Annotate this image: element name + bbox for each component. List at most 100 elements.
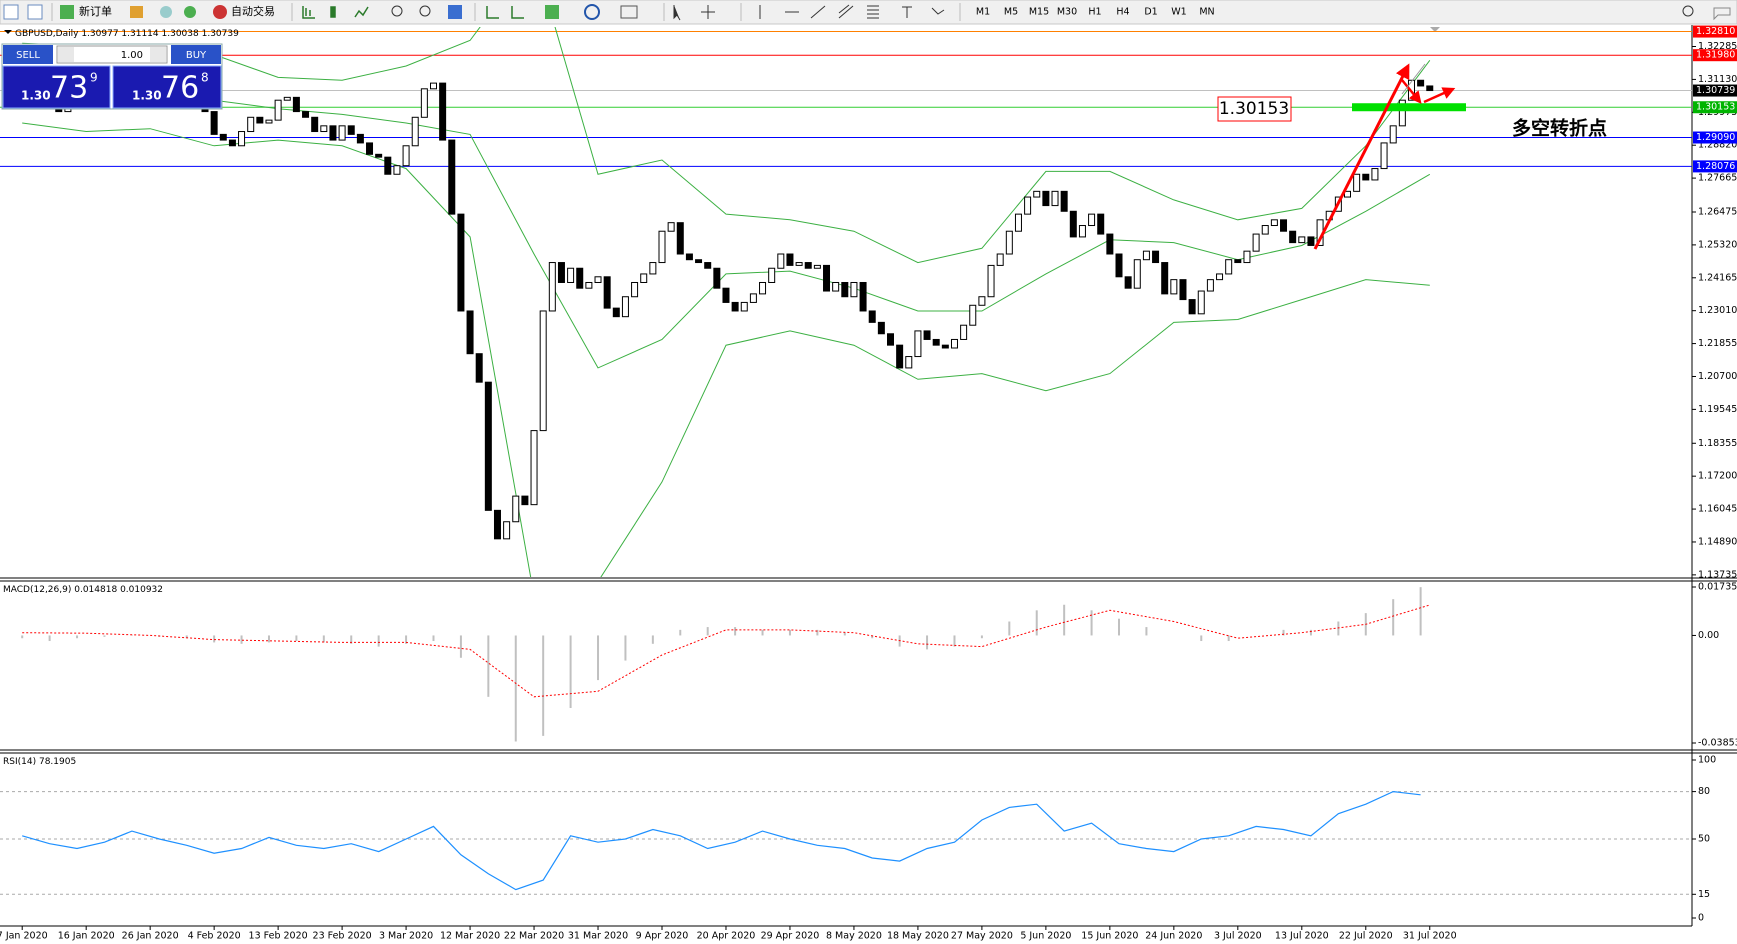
candle bbox=[685, 253, 693, 261]
candle bbox=[1216, 273, 1224, 281]
candle bbox=[1389, 125, 1397, 144]
new-order-icon[interactable] bbox=[60, 5, 74, 19]
buy-label[interactable]: BUY bbox=[186, 50, 207, 61]
rsi-title: RSI(14) bbox=[3, 757, 36, 767]
candle bbox=[1088, 213, 1096, 227]
date-label: 3 Jul 2020 bbox=[1214, 931, 1262, 942]
fibo-icon[interactable] bbox=[867, 5, 879, 19]
periods-icon[interactable] bbox=[584, 4, 600, 20]
candle bbox=[859, 281, 867, 312]
price-label: 1.21855 bbox=[1698, 338, 1737, 349]
date-label: 5 Jun 2020 bbox=[1020, 931, 1071, 942]
date-label: 29 Apr 2020 bbox=[761, 931, 820, 942]
close: 1.30739 bbox=[202, 29, 239, 39]
icon[interactable] bbox=[160, 6, 172, 18]
timeframe[interactable]: H1 bbox=[1088, 7, 1101, 18]
price-label: 1.26475 bbox=[1698, 206, 1737, 217]
sell-fraction[interactable]: 9 bbox=[90, 71, 98, 85]
candle bbox=[356, 133, 364, 144]
candle bbox=[978, 296, 986, 306]
candle bbox=[557, 262, 565, 283]
candle bbox=[941, 344, 949, 349]
timeframe[interactable]: M30 bbox=[1057, 7, 1077, 18]
cursor-icon[interactable] bbox=[673, 5, 681, 21]
sell-prefix[interactable]: 1.30 bbox=[21, 89, 51, 103]
lot-field[interactable] bbox=[56, 45, 168, 64]
rsi-header: RSI(14) 78.1905 bbox=[3, 757, 76, 767]
auto-trading[interactable]: 自动交易 bbox=[231, 4, 275, 18]
buy-button[interactable] bbox=[171, 45, 221, 64]
timeframe[interactable]: MN bbox=[1199, 7, 1214, 18]
timeframe[interactable]: W1 bbox=[1171, 7, 1186, 18]
date-label: 7 Jan 2020 bbox=[0, 931, 48, 942]
zoom-in-icon[interactable] bbox=[391, 5, 403, 17]
candle bbox=[247, 116, 255, 133]
candle bbox=[420, 88, 428, 118]
buy-prefix[interactable]: 1.30 bbox=[132, 89, 162, 103]
icon[interactable] bbox=[27, 4, 43, 20]
candle bbox=[1206, 279, 1214, 292]
timeframe[interactable]: H4 bbox=[1116, 7, 1129, 18]
symbol: GBPUSD,Daily bbox=[15, 29, 79, 39]
timeframe[interactable]: M5 bbox=[1004, 7, 1018, 18]
price-callout-box bbox=[1217, 96, 1292, 122]
auto-trading-icon[interactable] bbox=[213, 5, 227, 19]
date-label: 12 Mar 2020 bbox=[440, 931, 500, 942]
indicators-icon[interactable] bbox=[545, 5, 559, 19]
icon[interactable] bbox=[3, 4, 19, 20]
shift-icon[interactable] bbox=[511, 6, 524, 19]
crosshair-icon[interactable] bbox=[701, 5, 715, 19]
timeframe[interactable]: M15 bbox=[1029, 7, 1049, 18]
turning-point-bar bbox=[1352, 103, 1466, 112]
candle bbox=[238, 131, 246, 147]
trendline-icon[interactable] bbox=[810, 5, 826, 19]
arrows-icon[interactable] bbox=[931, 7, 945, 15]
candle bbox=[786, 253, 794, 266]
line-chart-icon[interactable] bbox=[354, 6, 369, 18]
new-order[interactable]: 新订单 bbox=[79, 4, 112, 18]
lot-value[interactable]: 1.00 bbox=[121, 50, 143, 61]
sell-pips[interactable]: 73 bbox=[50, 71, 88, 106]
candle bbox=[667, 222, 675, 232]
candle bbox=[1014, 213, 1022, 232]
buy-fraction[interactable]: 8 bbox=[201, 71, 209, 85]
timeframe[interactable]: D1 bbox=[1144, 7, 1157, 18]
date-label: 27 May 2020 bbox=[951, 931, 1013, 942]
candle bbox=[347, 125, 355, 135]
macd-signal: 0.010932 bbox=[120, 585, 163, 595]
candle bbox=[896, 344, 904, 369]
search-icon[interactable] bbox=[1682, 5, 1694, 17]
lot-up[interactable] bbox=[150, 47, 166, 62]
icon[interactable] bbox=[130, 6, 143, 18]
channel-icon[interactable] bbox=[838, 4, 854, 19]
candle bbox=[1289, 230, 1297, 244]
candle bbox=[1261, 225, 1269, 235]
sell-label[interactable]: SELL bbox=[16, 50, 40, 61]
buy-price-box[interactable] bbox=[112, 65, 222, 109]
chat-icon[interactable] bbox=[1713, 7, 1731, 21]
date-label: 4 Feb 2020 bbox=[188, 931, 241, 942]
candle-icon[interactable] bbox=[330, 6, 336, 18]
tile-icon[interactable] bbox=[448, 5, 462, 19]
sell-price-box[interactable] bbox=[2, 65, 111, 109]
bar-chart-icon[interactable] bbox=[302, 6, 315, 19]
buy-pips[interactable]: 76 bbox=[161, 71, 199, 106]
level-box bbox=[1693, 25, 1737, 38]
candle bbox=[960, 324, 968, 340]
icon[interactable] bbox=[184, 6, 196, 18]
price-label: 1.31130 bbox=[1698, 74, 1737, 85]
candle bbox=[704, 262, 712, 269]
lot-down[interactable] bbox=[58, 47, 74, 62]
rsi-line bbox=[22, 790, 1421, 891]
candle bbox=[1024, 196, 1032, 215]
sell-button[interactable] bbox=[3, 45, 53, 64]
text-tool-icon[interactable] bbox=[902, 6, 912, 18]
candle bbox=[439, 82, 447, 141]
scroll-icon[interactable] bbox=[486, 6, 499, 19]
candle bbox=[877, 321, 885, 335]
price-callout: 1.30153 bbox=[1219, 99, 1289, 119]
timeframe[interactable]: M1 bbox=[976, 7, 990, 18]
candle bbox=[1270, 219, 1278, 227]
template-icon[interactable] bbox=[620, 5, 638, 19]
zoom-out-icon[interactable] bbox=[419, 5, 431, 17]
